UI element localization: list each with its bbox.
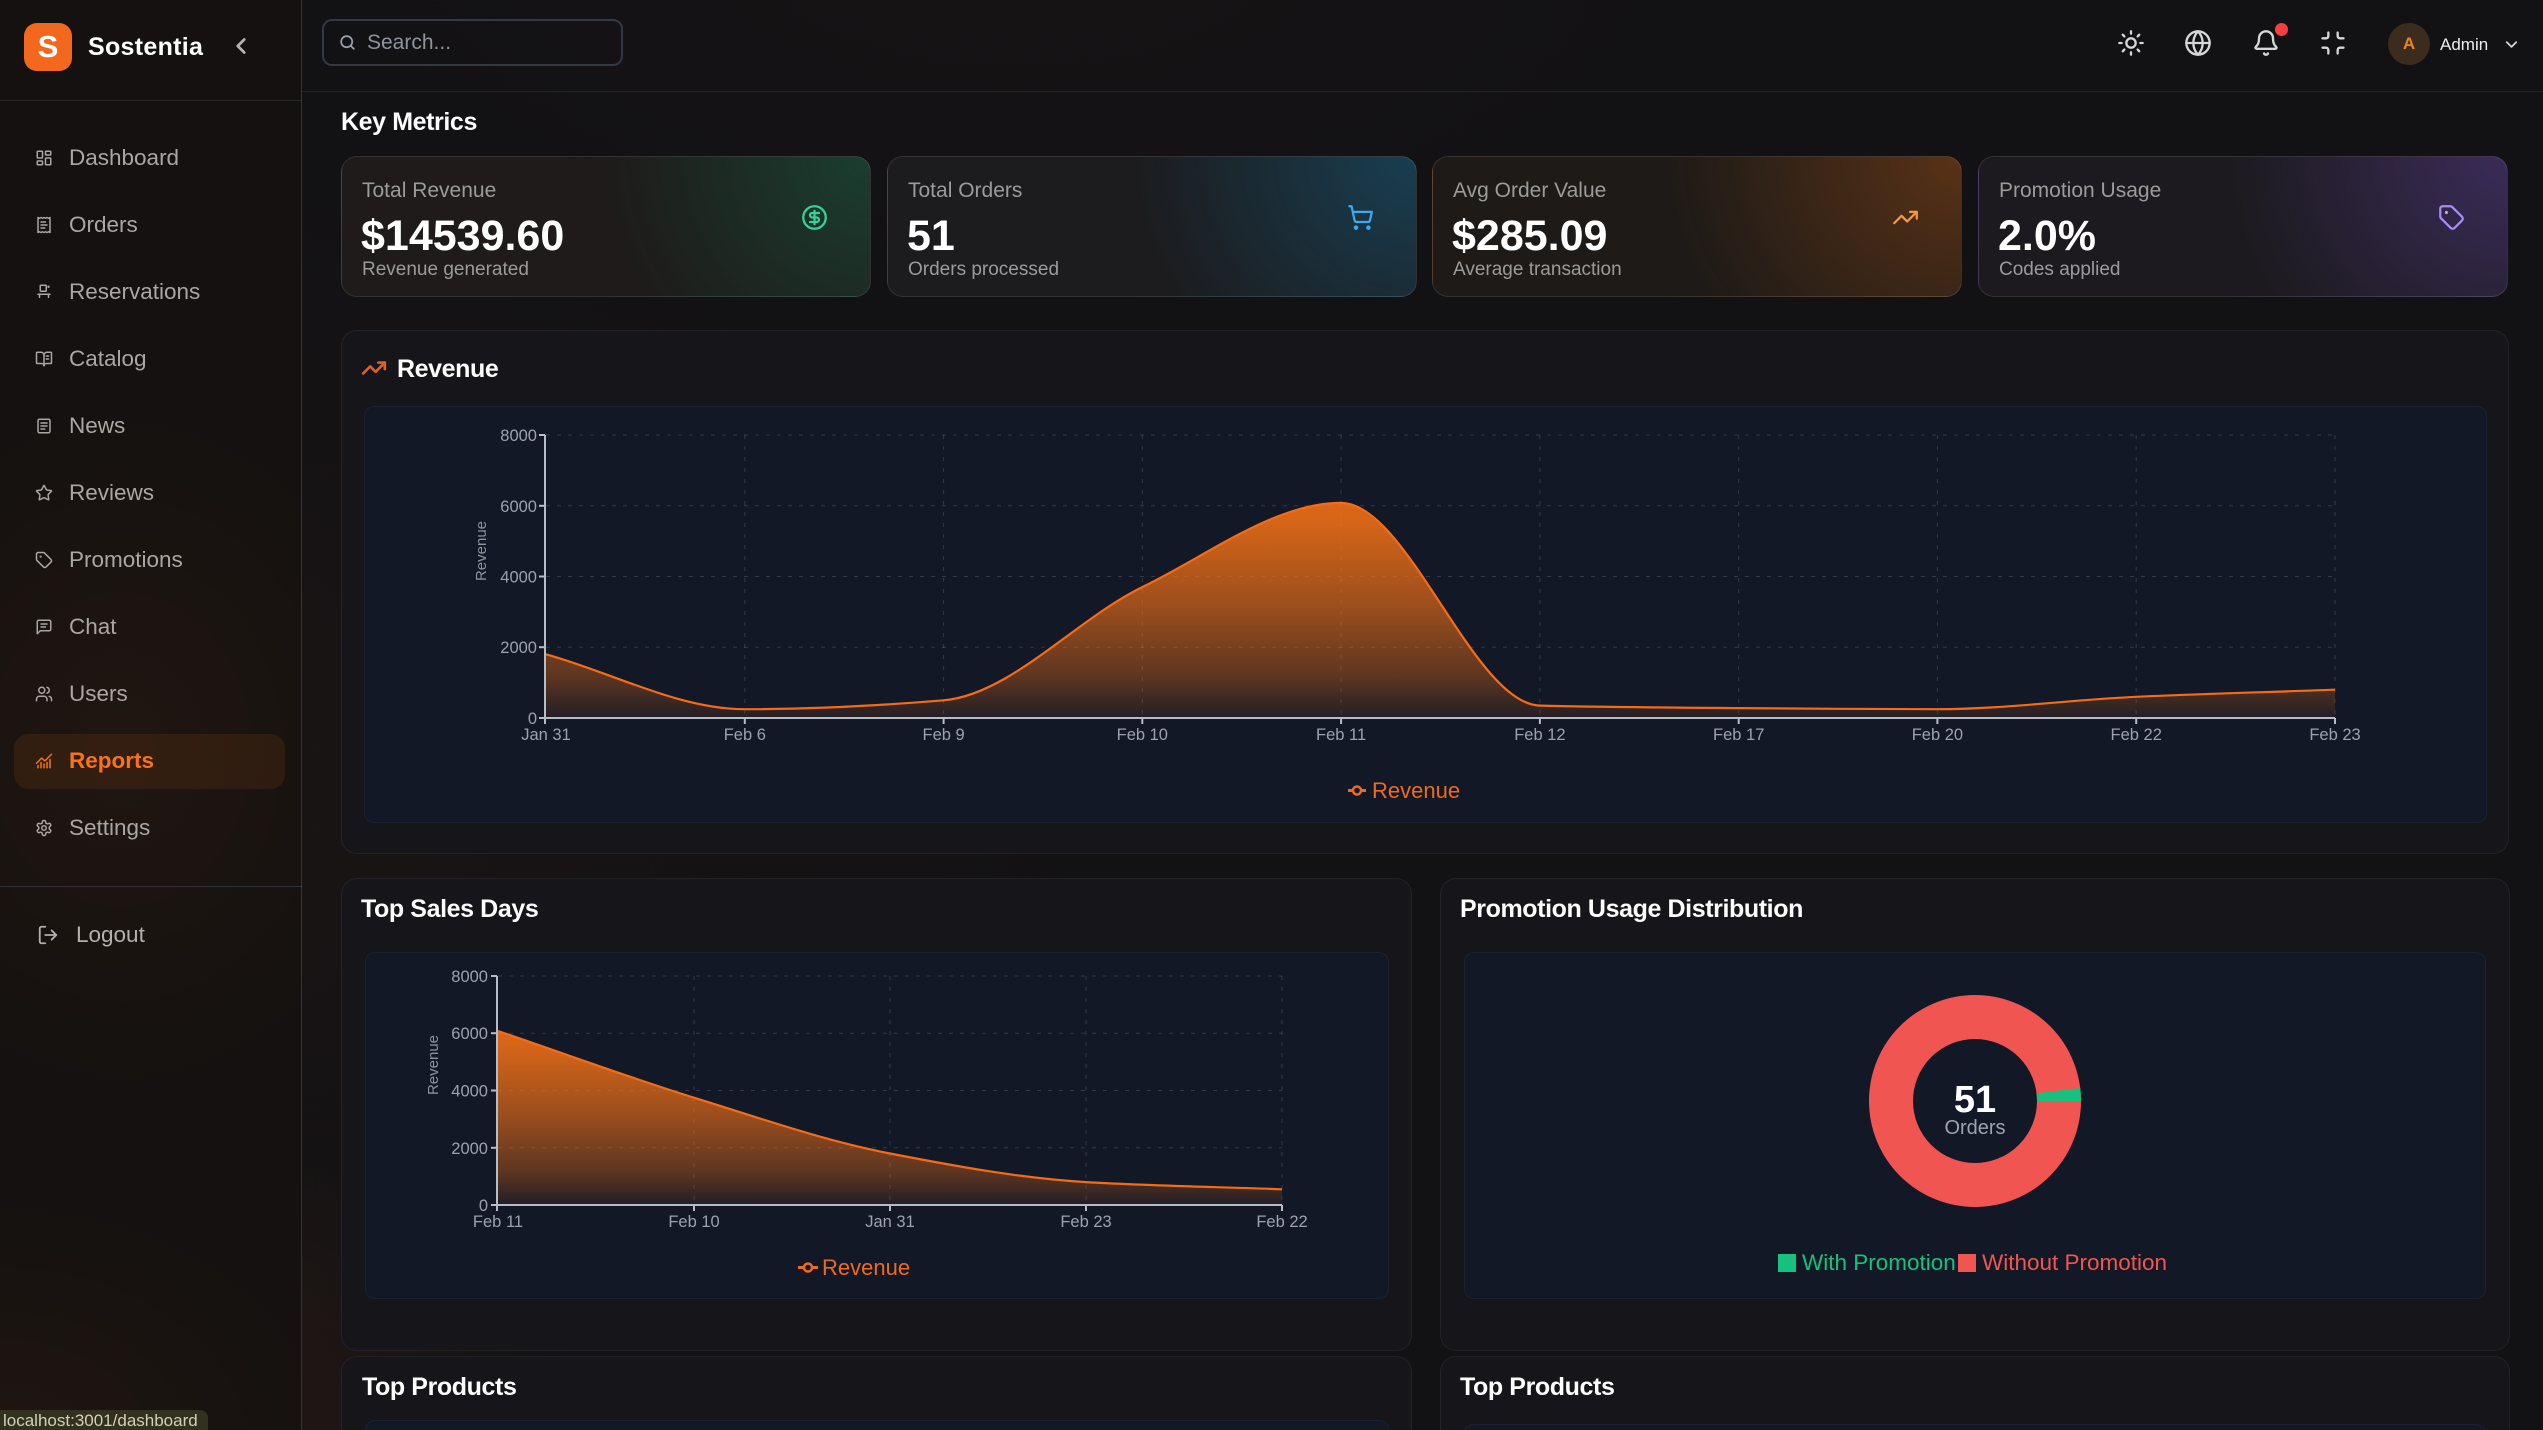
svg-text:8000: 8000 bbox=[500, 427, 537, 445]
svg-text:4000: 4000 bbox=[500, 569, 537, 587]
svg-text:Feb 22: Feb 22 bbox=[2111, 726, 2162, 744]
svg-text:Feb 6: Feb 6 bbox=[724, 726, 766, 744]
svg-text:Feb 10: Feb 10 bbox=[668, 1213, 719, 1231]
svg-text:Feb 11: Feb 11 bbox=[473, 1213, 523, 1231]
svg-text:51: 51 bbox=[1954, 1079, 1996, 1121]
svg-text:4000: 4000 bbox=[451, 1083, 488, 1101]
svg-text:2000: 2000 bbox=[500, 639, 537, 657]
svg-text:2000: 2000 bbox=[451, 1140, 488, 1158]
svg-text:0: 0 bbox=[479, 1197, 488, 1215]
svg-text:Revenue: Revenue bbox=[1372, 778, 1460, 803]
svg-text:Feb 20: Feb 20 bbox=[1912, 726, 1963, 744]
svg-text:Feb 23: Feb 23 bbox=[2309, 726, 2360, 744]
svg-text:Orders: Orders bbox=[1944, 1117, 2005, 1139]
svg-text:Feb 10: Feb 10 bbox=[1117, 726, 1168, 744]
svg-text:With Promotion: With Promotion bbox=[1802, 1250, 1956, 1275]
svg-text:Feb 9: Feb 9 bbox=[922, 726, 964, 744]
svg-text:Feb 23: Feb 23 bbox=[1060, 1213, 1111, 1231]
svg-text:Jan 31: Jan 31 bbox=[521, 726, 571, 744]
svg-text:Feb 22: Feb 22 bbox=[1256, 1213, 1307, 1231]
svg-text:Revenue: Revenue bbox=[473, 521, 490, 581]
svg-text:8000: 8000 bbox=[451, 968, 488, 986]
svg-text:0: 0 bbox=[528, 710, 537, 728]
svg-text:Jan 31: Jan 31 bbox=[865, 1213, 915, 1231]
svg-text:Without Promotion: Without Promotion bbox=[1982, 1250, 2167, 1275]
svg-text:6000: 6000 bbox=[500, 498, 537, 516]
svg-text:Feb 17: Feb 17 bbox=[1713, 726, 1764, 744]
svg-text:Revenue: Revenue bbox=[425, 1035, 442, 1095]
svg-text:Revenue: Revenue bbox=[822, 1255, 910, 1280]
svg-text:Feb 12: Feb 12 bbox=[1514, 726, 1565, 744]
svg-text:6000: 6000 bbox=[451, 1025, 488, 1043]
svg-text:Feb 11: Feb 11 bbox=[1316, 726, 1366, 744]
